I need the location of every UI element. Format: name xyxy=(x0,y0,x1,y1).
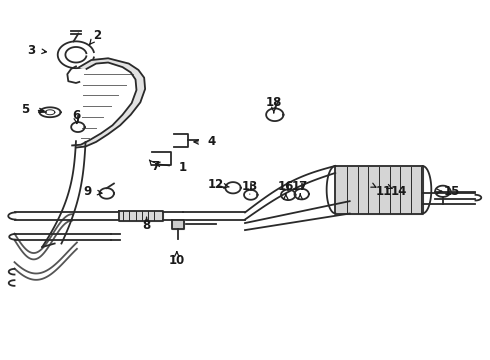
Text: 5: 5 xyxy=(21,103,29,116)
Text: 2: 2 xyxy=(93,29,101,42)
Text: 3: 3 xyxy=(27,44,35,57)
Text: 1: 1 xyxy=(178,161,187,174)
Text: 14: 14 xyxy=(391,185,407,198)
Text: 15: 15 xyxy=(443,185,460,198)
Polygon shape xyxy=(72,58,145,148)
Text: 18: 18 xyxy=(266,96,282,109)
Text: 8: 8 xyxy=(143,219,151,231)
Polygon shape xyxy=(172,220,184,229)
Text: 9: 9 xyxy=(84,185,92,198)
Text: 17: 17 xyxy=(292,180,308,193)
Text: 10: 10 xyxy=(169,254,185,267)
Polygon shape xyxy=(119,211,163,221)
Text: 13: 13 xyxy=(242,180,258,193)
Text: 11: 11 xyxy=(376,185,392,198)
Text: 7: 7 xyxy=(151,160,159,173)
Text: 6: 6 xyxy=(72,109,80,122)
Text: 16: 16 xyxy=(278,180,294,193)
Text: 12: 12 xyxy=(208,178,224,191)
Polygon shape xyxy=(335,166,423,213)
Text: 4: 4 xyxy=(207,135,216,148)
